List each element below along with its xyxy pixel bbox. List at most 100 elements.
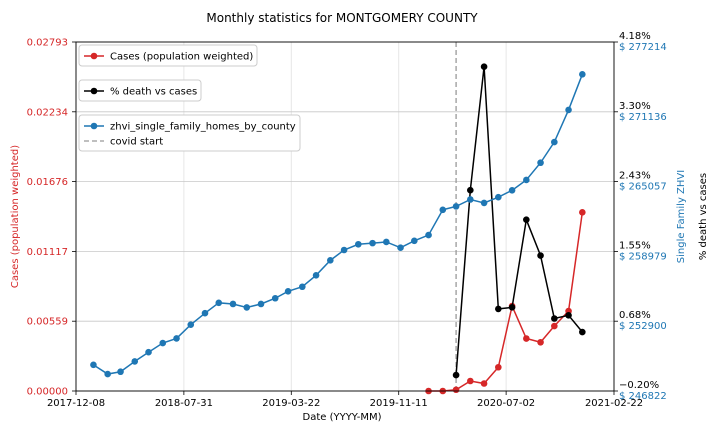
plot-frame [75,41,615,392]
zhvi-point [551,138,558,146]
cases-line [428,212,584,392]
zhvi-point [383,238,390,246]
death-rate-point [467,186,474,194]
zhvi-point [439,206,447,214]
cases-point [537,338,544,346]
y-tick-label-left: 0.00559 [27,317,68,328]
y-axis-label-left: Cases (population weighted) [10,145,21,288]
legend-death-label: % death vs cases [110,87,197,98]
y-tick-label-left: 0.02793 [27,38,68,49]
zhvi-point [467,196,474,203]
death-rate-point [551,315,558,322]
zhvi-point [523,176,530,184]
y-axis-label-right-inner: Single Family ZHVI [676,170,687,263]
y-axis-label-right-outer: % death vs cases [698,173,709,260]
zhvi-point [355,240,362,248]
legend-box-cases [78,44,258,67]
zhvi-point [229,300,237,308]
legend-covid-label: covid start [110,137,163,148]
x-tick-label: 2018-07-31 [155,398,213,409]
y-tick-label-right-outer: 0.68% [619,310,651,321]
legend: Cases (population weighted) % death vs ca… [78,44,301,152]
ticks: 2017-12-08 2018-07-31 2019-03-22 2019-11-11… [27,31,667,409]
y-tick-label-right-outer: −0.20% [619,380,659,391]
y-tick-label-right-inner: $ 271136 [619,112,667,123]
x-tick-label: 2021-02-22 [585,398,643,409]
zhvi-point [340,246,348,254]
legend-cases-marker [90,52,98,60]
chart-title: Monthly statistics for MONTGOMERY COUNTY [206,11,478,25]
zhvi-point [243,304,251,311]
zhvi-point [187,321,195,328]
cases-point [495,363,502,371]
x-axis-label: Date (YYYY-MM) [303,412,382,423]
zhvi-point [425,231,432,239]
zhvi-point [537,159,544,167]
zhvi-point [271,294,279,302]
x-tick-label: 2017-12-08 [47,398,105,409]
x-tick-label: 2020-07-02 [477,398,535,409]
death-rate-point [495,305,502,313]
death-rate-point [452,371,460,379]
y-tick-label-right-outer: 4.18% [619,31,651,42]
zhvi-point [480,199,488,207]
zhvi-point [159,339,167,347]
zhvi-point [215,299,223,307]
zhvi-point [508,186,516,194]
legend-zhvi-label: zhvi_single_family_homes_by_county [110,122,296,133]
zhvi-point [117,368,124,376]
zhvi-point [327,257,334,264]
legend-cases-label: Cases (population weighted) [110,52,253,63]
zhvi-point [397,244,404,252]
y-tick-label-right-outer: 1.55% [619,240,651,251]
cases-point [523,335,530,342]
death-rate-point [579,328,586,336]
zhvi-point [299,283,306,291]
legend-box-death [78,79,202,102]
y-tick-label-left: 0.00000 [27,387,68,398]
x-tick-label: 2019-11-11 [370,398,428,409]
zhvi-point [173,335,180,342]
zhvi-point [411,237,418,245]
death-rate-point [480,63,488,71]
cases-point [467,377,474,385]
death-rate-point [565,312,572,319]
x-tick-label: 2019-03-22 [262,398,320,409]
zhvi-point [312,271,320,279]
zhvi-point [579,71,586,78]
axes [75,41,615,392]
y-tick-label-left: 0.01676 [27,177,68,188]
death-rate-line [455,66,583,376]
zhvi-point [104,370,111,378]
zhvi-point [284,288,292,295]
legend-box-zhvi [78,114,301,152]
cases-point [480,380,488,387]
legend-zhvi-marker [90,122,98,130]
y-tick-label-right-inner: $ 246822 [619,391,667,402]
zhvi-point [452,203,460,210]
y-tick-label-right-inner: $ 252900 [619,321,667,332]
y-tick-label-right-inner: $ 258979 [619,251,667,262]
y-tick-label-right-inner: $ 265057 [619,182,667,193]
zhvi-point [565,106,572,114]
y-tick-label-right-inner: $ 277214 [619,42,667,53]
death-rate-point [523,216,530,223]
y-tick-label-left: 0.02234 [27,107,68,118]
legend-death-marker [90,87,98,95]
zhvi-point [257,300,265,308]
zhvi-point [201,309,209,317]
y-tick-label-right-outer: 2.43% [619,171,651,182]
cases-point [452,386,460,394]
zhvi-point [90,361,97,369]
death-rate-point [537,252,544,259]
y-tick-label-left: 0.01117 [27,247,68,258]
zhvi-point [131,358,139,365]
cases-point [551,322,558,330]
zhvi-point [369,239,376,247]
y-tick-label-right-outer: 3.30% [619,101,651,112]
series-layer [90,63,586,395]
cases-point [579,209,586,216]
zhvi-point [145,348,152,356]
death-rate-point [508,304,516,311]
